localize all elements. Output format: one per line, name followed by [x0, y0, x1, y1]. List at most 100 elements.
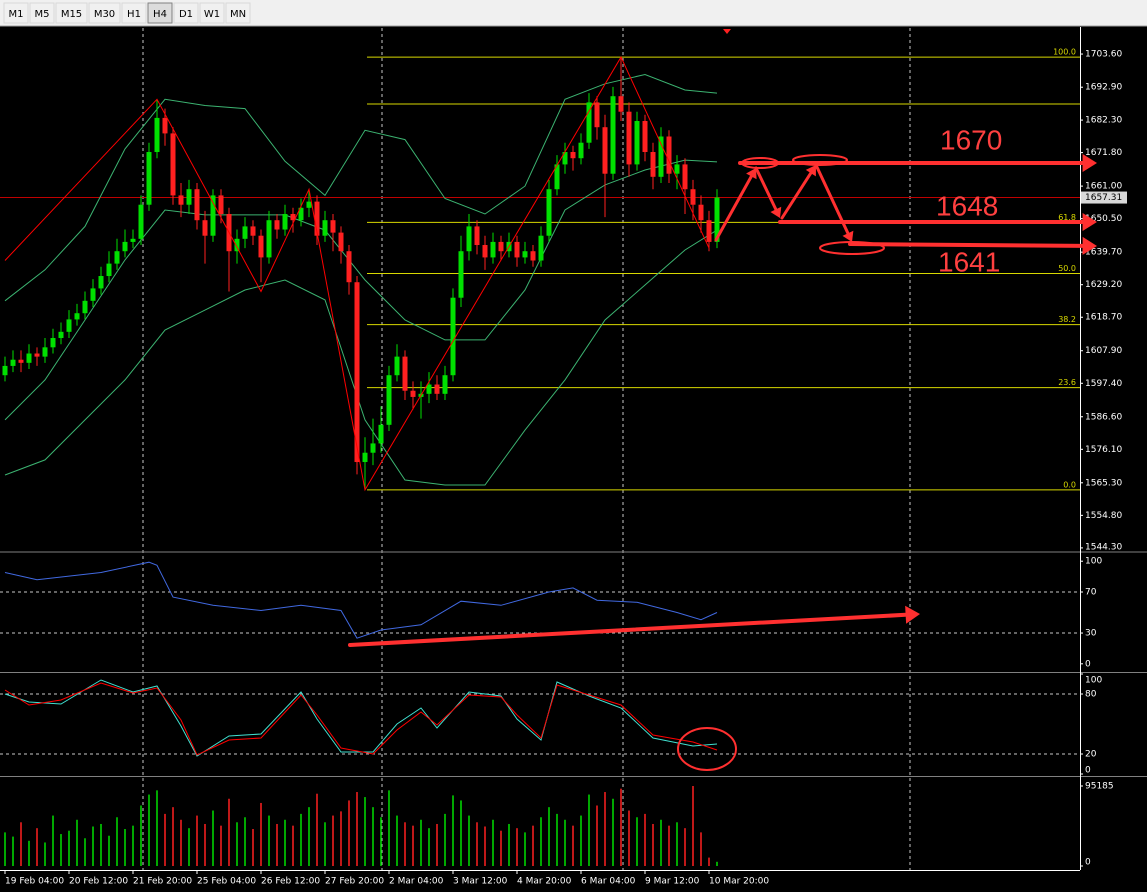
band-line [4, 159, 718, 421]
candle-body [194, 189, 200, 221]
candle-body [378, 424, 384, 444]
y-tick-label: 1586.60 [1085, 412, 1122, 422]
candle-body [290, 214, 296, 221]
timeframe-button[interactable] [55, 2, 88, 24]
candle-body [250, 226, 256, 236]
y-tick-label: 1554.80 [1085, 511, 1122, 521]
candle-body [210, 195, 216, 236]
candle-body [634, 121, 640, 165]
candle-body [122, 241, 128, 252]
drawn-arrow-head [1082, 213, 1097, 231]
timeframe-label[interactable]: H1 [127, 9, 141, 20]
indicator-line [4, 682, 718, 756]
candle-body [130, 238, 136, 242]
y-tick-label: 1544.30 [1085, 543, 1122, 553]
drawn-arrow-head [746, 168, 757, 180]
candle-body [434, 384, 440, 394]
timeframe-label[interactable]: M30 [94, 9, 115, 20]
y-tick-label: 100 [1085, 557, 1102, 567]
candle-body [346, 251, 352, 283]
drawn-ellipse [741, 157, 779, 169]
candle-body [626, 111, 632, 165]
timeframe-button[interactable] [225, 2, 251, 24]
timeframe-label[interactable]: M1 [9, 9, 24, 20]
y-tick-label: 1576.10 [1085, 445, 1122, 455]
candle-body [362, 452, 368, 463]
y-tick-label: 20 [1085, 750, 1097, 760]
fib-label: 38.2 [1058, 315, 1076, 324]
candle-body [490, 241, 496, 258]
x-tick-label: 19 Feb 04:00 [5, 877, 64, 887]
x-tick-label: 21 Feb 20:00 [133, 877, 192, 887]
candle-body [202, 220, 208, 236]
timeframe-button[interactable] [88, 2, 121, 24]
candle-body [698, 204, 704, 221]
candle-body [338, 232, 344, 252]
y-tick-label: 0 [1085, 766, 1091, 776]
candle-body [522, 251, 528, 258]
drawn-arrow-head [1082, 236, 1097, 255]
x-tick-label: 25 Feb 04:00 [197, 877, 256, 887]
timeframe-button[interactable] [199, 2, 225, 24]
candle-body [26, 353, 32, 363]
timeframe-label[interactable]: M15 [61, 9, 82, 20]
candle-body [546, 189, 552, 236]
timeframe-button[interactable] [147, 2, 173, 24]
timeframe-label[interactable]: W1 [204, 9, 220, 20]
candle-body [306, 201, 312, 208]
current-price-box [1081, 191, 1127, 204]
candle-body [298, 207, 304, 221]
marker [723, 29, 731, 34]
timeframe-label[interactable]: H4 [153, 9, 167, 20]
candle-body [50, 338, 56, 348]
y-tick-label: 1671.80 [1085, 148, 1122, 158]
candle-body [570, 152, 576, 159]
band-line [4, 73, 718, 302]
timeframe-label[interactable]: D1 [179, 9, 193, 20]
drawn-ellipse [792, 154, 848, 166]
timeframe-label[interactable]: M5 [35, 9, 50, 20]
candle-body [162, 117, 168, 134]
y-tick-label: 1597.40 [1085, 379, 1122, 389]
timeframe-button[interactable] [173, 2, 199, 24]
price-annotation: 1670 [940, 124, 1002, 155]
timeframe-button[interactable] [121, 2, 147, 24]
zigzag-line [4, 56, 710, 492]
candle-body [714, 197, 720, 242]
candle-body [90, 288, 96, 301]
timeframe-button[interactable] [3, 2, 29, 24]
candle-body [386, 375, 392, 425]
candle-body [114, 251, 120, 264]
candle-body [242, 226, 248, 239]
candle-body [402, 356, 408, 391]
timeframe-button[interactable] [29, 2, 55, 24]
candle-body [690, 189, 696, 205]
candle-body [234, 238, 240, 252]
candle-body [146, 152, 152, 205]
y-tick-label: 1607.90 [1085, 346, 1122, 356]
indicator-line [4, 561, 718, 639]
candle-body [458, 251, 464, 298]
candle-body [66, 319, 72, 332]
drawn-arrow-shaft [848, 242, 1085, 248]
candle-body [658, 136, 664, 177]
y-tick-label: 0 [1085, 659, 1091, 669]
candle-body [274, 220, 280, 230]
candle-body [426, 384, 432, 394]
y-tick-label: 30 [1085, 629, 1097, 639]
candle-body [706, 220, 712, 242]
timeframe-label[interactable]: MN [230, 9, 246, 20]
price-annotation: 1641 [938, 246, 1000, 277]
candle-body [666, 136, 672, 174]
y-tick-label: 1629.20 [1085, 280, 1122, 290]
panel-borders [0, 27, 1147, 871]
fib-label: 0.0 [1063, 480, 1076, 489]
candle-body [34, 353, 40, 357]
candle-body [186, 189, 192, 205]
candle-body [442, 375, 448, 394]
candle-body [322, 220, 328, 236]
candle-body [618, 96, 624, 112]
band-line [4, 229, 718, 486]
drawn-arrow-head [842, 230, 854, 242]
